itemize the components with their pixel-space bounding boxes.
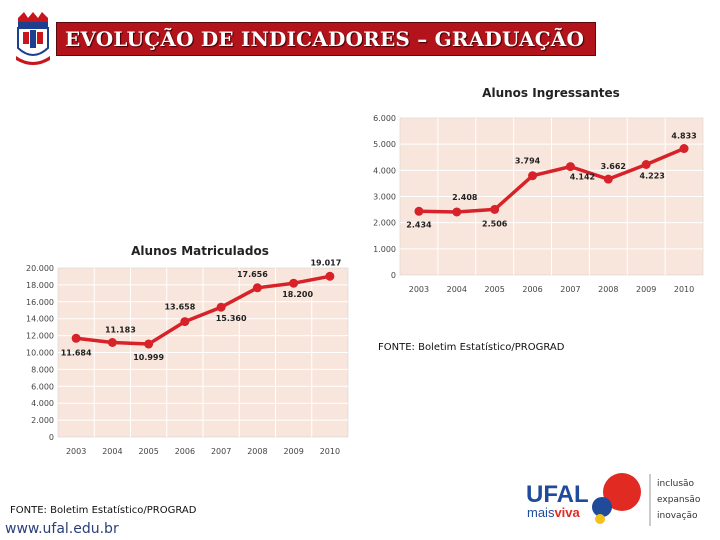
y-tick-label: 14.000: [26, 315, 54, 324]
y-tick-label: 16.000: [26, 298, 54, 307]
y-tick-label: 4.000: [31, 399, 54, 408]
data-label: 11.684: [61, 348, 92, 357]
page-title: EVOLUÇÃO DE INDICADORES – GRADUAÇÃO: [65, 27, 585, 51]
data-point: [528, 171, 538, 181]
series-line: [418, 146, 685, 214]
y-tick-label: 10.000: [26, 349, 54, 358]
data-label: 11.183: [105, 326, 136, 335]
svg-text:maisviva: maisviva: [527, 505, 581, 520]
y-tick-label: 2.000: [373, 219, 396, 228]
y-tick-label: 5.000: [373, 140, 396, 149]
y-tick-label: 18.000: [26, 281, 54, 290]
x-tick-label: 2006: [175, 447, 195, 456]
y-tick-label: 6.000: [373, 114, 396, 123]
x-tick-label: 2009: [283, 447, 303, 456]
data-point: [252, 283, 262, 293]
logo-word-inovacao: inovação: [657, 511, 698, 521]
x-tick-label: 2010: [674, 285, 694, 294]
y-tick-label: 4.000: [373, 166, 396, 175]
data-point: [641, 159, 651, 169]
y-tick-label: 3.000: [373, 193, 396, 202]
ufal-mais-viva-logo: UFAL maisviva inclusão expansão inovação: [526, 473, 701, 526]
data-point: [71, 333, 81, 343]
data-label: 13.658: [164, 303, 195, 312]
x-tick-label: 2008: [598, 285, 618, 294]
chart-title: Alunos Ingressantes: [482, 86, 620, 100]
footer-url-link[interactable]: www.ufal.edu.br: [5, 521, 119, 537]
x-tick-label: 2007: [211, 447, 231, 456]
source-note-right: FONTE: Boletim Estatístico/PROGRAD: [378, 342, 565, 353]
data-label: 15.360: [216, 314, 247, 323]
logo-red-circle: [603, 473, 641, 511]
logo-tagline-mais: mais: [527, 505, 555, 520]
data-point: [414, 206, 424, 216]
data-point: [490, 204, 500, 214]
data-label: 3.794: [515, 157, 541, 166]
data-point: [144, 339, 154, 349]
x-tick-label: 2003: [409, 285, 429, 294]
data-label: 18.200: [282, 290, 313, 299]
y-tick-label: 0: [391, 271, 396, 280]
y-tick-label: 2.000: [31, 416, 54, 425]
x-tick-label: 2006: [522, 285, 542, 294]
x-tick-label: 2005: [138, 447, 158, 456]
x-tick-label: 2007: [560, 285, 580, 294]
data-point: [679, 144, 689, 154]
data-point: [180, 317, 190, 327]
data-label: 2.408: [452, 193, 478, 202]
data-point: [603, 174, 613, 184]
data-label: 4.142: [570, 173, 595, 182]
y-tick-label: 6.000: [31, 382, 54, 391]
x-tick-label: 2004: [102, 447, 122, 456]
logo-tagline-viva: viva: [554, 505, 580, 520]
data-label: 4.833: [671, 132, 696, 141]
chart-title: Alunos Matriculados: [131, 244, 269, 258]
y-tick-label: 1.000: [373, 245, 396, 254]
x-tick-label: 2004: [447, 285, 467, 294]
data-point: [289, 278, 299, 288]
y-tick-label: 0: [49, 433, 54, 442]
data-label: 19.017: [310, 258, 341, 267]
data-label: 10.999: [133, 353, 164, 362]
data-label: 3.662: [601, 162, 626, 171]
logo-yellow-circle: [595, 514, 605, 524]
y-tick-label: 12.000: [26, 332, 54, 341]
ufal-crest-icon: [16, 12, 50, 65]
chart-alunos-ingressantes: Alunos Ingressantes 0 1.000 2.000 3.000 4.000…: [373, 86, 704, 294]
data-point: [452, 207, 462, 217]
data-label: 2.506: [482, 219, 508, 228]
data-point: [216, 302, 226, 312]
x-tick-label: 2005: [485, 285, 505, 294]
x-tick-label: 2010: [320, 447, 340, 456]
x-tick-label: 2009: [636, 285, 656, 294]
x-tick-label: 2008: [247, 447, 267, 456]
data-label: 4.223: [640, 171, 665, 180]
series-line: [75, 274, 331, 346]
x-tick-label: 2003: [66, 447, 86, 456]
data-label: 2.434: [406, 220, 432, 229]
data-point: [325, 271, 335, 281]
logo-wordmark: UFAL: [526, 481, 589, 508]
chart-alunos-matriculados: Alunos Matriculados 0 2.000 4.000 6.000 8.000…: [26, 244, 349, 456]
y-tick-label: 8.000: [31, 365, 54, 374]
data-label: 17.656: [237, 270, 268, 279]
data-point: [107, 338, 117, 348]
data-point: [565, 162, 575, 172]
logo-word-expansao: expansão: [657, 495, 701, 505]
source-note-left: FONTE: Boletim Estatístico/PROGRAD: [10, 505, 197, 516]
title-bar: EVOLUÇÃO DE INDICADORES – GRADUAÇÃO: [56, 22, 596, 56]
logo-word-inclusao: inclusão: [657, 479, 695, 489]
logo-blue-circle: [592, 497, 612, 517]
y-tick-label: 20.000: [26, 264, 54, 273]
